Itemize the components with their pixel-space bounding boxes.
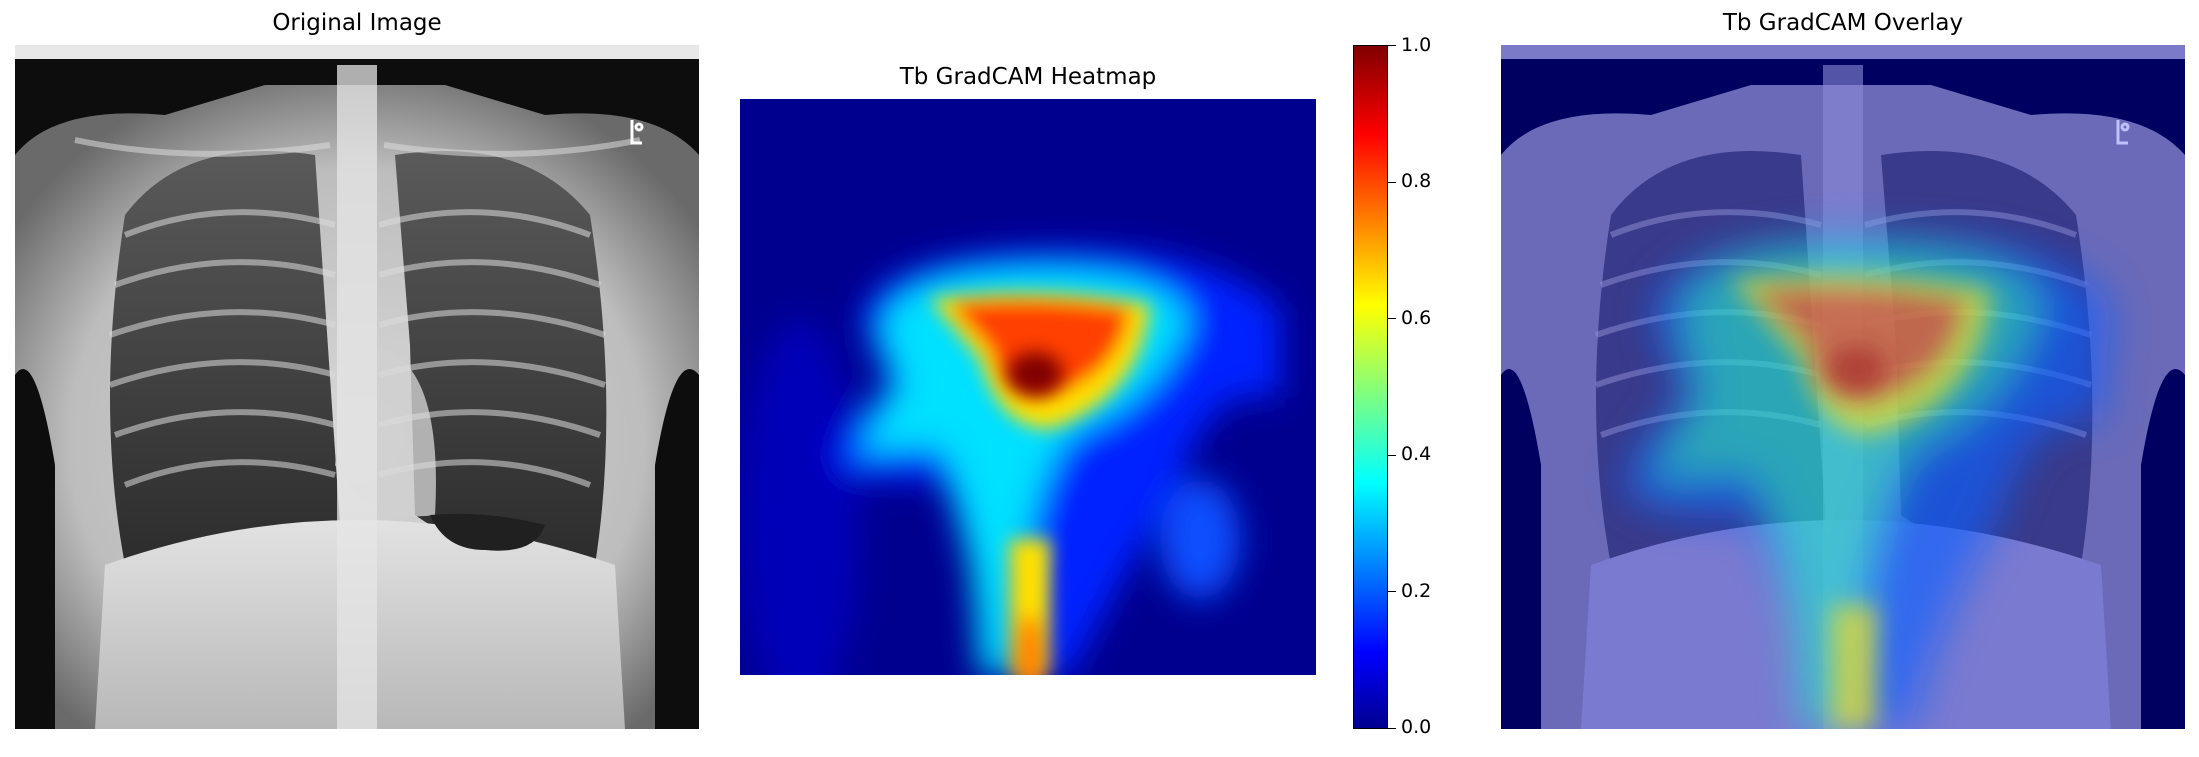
colorbar-tick-label: 0.4 (1401, 443, 1432, 465)
colorbar-tick-label: 0.6 (1401, 307, 1432, 329)
colorbar-tick-label: 0.8 (1401, 170, 1432, 192)
heatmap-drawing (740, 99, 1316, 675)
gradcam-overlay-image (1501, 45, 2185, 729)
overlay-drawing (1501, 45, 2185, 729)
colorbar-tick (1388, 45, 1396, 46)
xray-drawing (15, 45, 699, 729)
gradcam-heatmap (740, 99, 1316, 675)
colorbar-tick (1388, 728, 1396, 729)
colorbar-tick (1388, 318, 1396, 319)
colorbar-tick (1388, 455, 1396, 456)
heatmap-title: Tb GradCAM Heatmap (899, 64, 1157, 90)
colorbar-tick-label: 0.2 (1401, 580, 1432, 602)
colorbar-tick-label: 0.0 (1401, 716, 1432, 738)
colorbar-tick (1388, 182, 1396, 183)
overlay-marker-icon (2116, 120, 2130, 145)
colorbar (1353, 45, 1388, 729)
colorbar-tick (1388, 591, 1396, 592)
colorbar-tick-label: 1.0 (1401, 34, 1432, 56)
marker-icon (630, 120, 644, 145)
original-image-title: Original Image (272, 10, 442, 36)
original-xray-image (15, 45, 699, 729)
overlay-title: Tb GradCAM Overlay (1722, 10, 1964, 36)
